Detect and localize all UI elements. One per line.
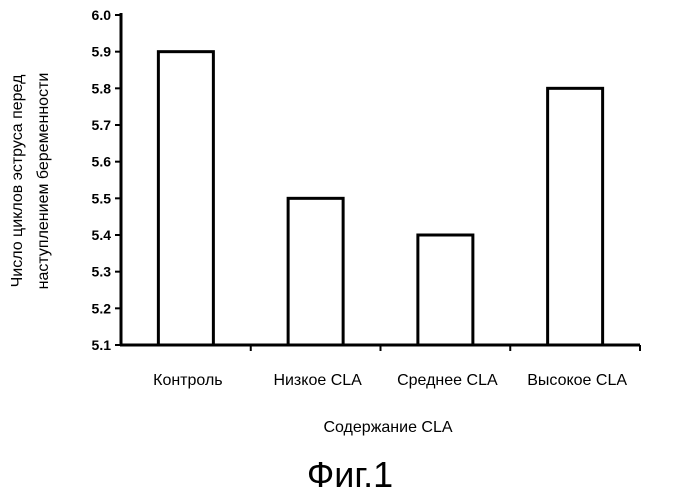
x-tick-label: Низкое CLA [273,372,362,389]
bar-1 [288,198,343,345]
y-tick-label: 5.9 [92,44,112,60]
x-tick-label: Высокое CLA [527,372,627,389]
x-tick-label: Контроль [153,372,223,389]
y-tick-label: 5.4 [92,227,112,243]
bars [158,52,602,345]
y-axis-title: Число циклов эструса перед наступлением … [9,73,52,290]
y-tick-label: 5.6 [92,154,112,170]
y-axis-title-line-2: наступлением беременности [35,73,52,290]
bar-3 [548,88,603,345]
bar-0 [158,52,213,345]
y-tick-label: 5.8 [92,80,112,96]
y-tick-label: 5.7 [92,117,112,133]
y-axis-title-line-1: Число циклов эструса перед [9,74,26,287]
y-tick-label: 5.5 [92,190,112,206]
x-tick-label: Среднее CLA [397,372,498,389]
x-axis-title: Содержание CLA [323,419,452,436]
y-tick-label: 5.2 [92,300,112,316]
y-tick-label: 5.1 [92,337,112,353]
bar-2 [418,235,473,345]
figure-caption: Фиг.1 [307,454,393,495]
y-tick-label: 5.3 [92,264,112,280]
y-axis-ticks: 6.0 5.9 5.8 5.7 5.6 5.5 5.4 5.3 5.2 5.1 [92,7,121,353]
y-tick-label: 6.0 [92,7,112,23]
x-axis-ticks: Контроль Низкое CLA Среднее CLA Высокое CLA [153,345,640,389]
